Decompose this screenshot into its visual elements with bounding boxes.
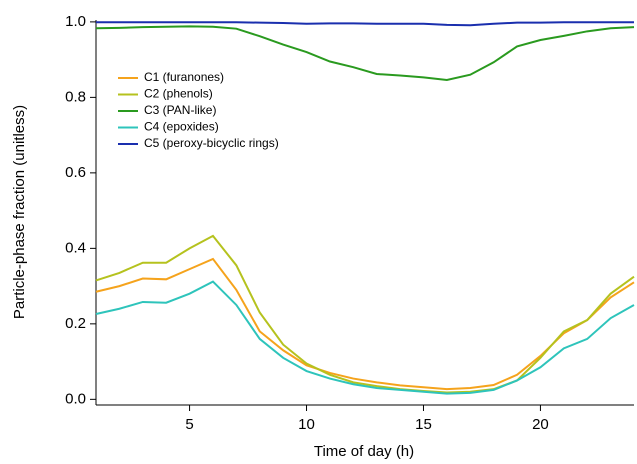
legend-label: C1 (furanones) bbox=[144, 70, 224, 84]
x-tick-label: 5 bbox=[185, 416, 193, 433]
y-tick-label: 0.4 bbox=[65, 239, 86, 256]
x-axis-label: Time of day (h) bbox=[314, 443, 414, 460]
legend-label: C3 (PAN-like) bbox=[144, 103, 216, 117]
series-line bbox=[95, 25, 635, 82]
legend-label: C2 (phenols) bbox=[144, 87, 213, 101]
x-tick-label: 10 bbox=[298, 416, 315, 433]
x-tick-label: 20 bbox=[532, 416, 549, 433]
y-tick-label: 1.0 bbox=[65, 13, 86, 30]
y-tick-label: 0.0 bbox=[65, 390, 86, 407]
y-axis-label: Particle-phase fraction (unitless) bbox=[11, 105, 28, 319]
legend-label: C5 (peroxy-bicyclic rings) bbox=[144, 136, 279, 150]
series-line bbox=[95, 280, 635, 395]
series-line bbox=[96, 21, 634, 27]
y-tick-label: 0.6 bbox=[65, 164, 86, 181]
y-tick-label: 0.8 bbox=[65, 88, 86, 105]
x-tick-label: 15 bbox=[415, 416, 432, 433]
y-tick-label: 0.2 bbox=[65, 315, 86, 332]
series-line bbox=[95, 257, 635, 391]
legend-label: C4 (epoxides) bbox=[144, 120, 219, 134]
series-line bbox=[95, 234, 635, 394]
